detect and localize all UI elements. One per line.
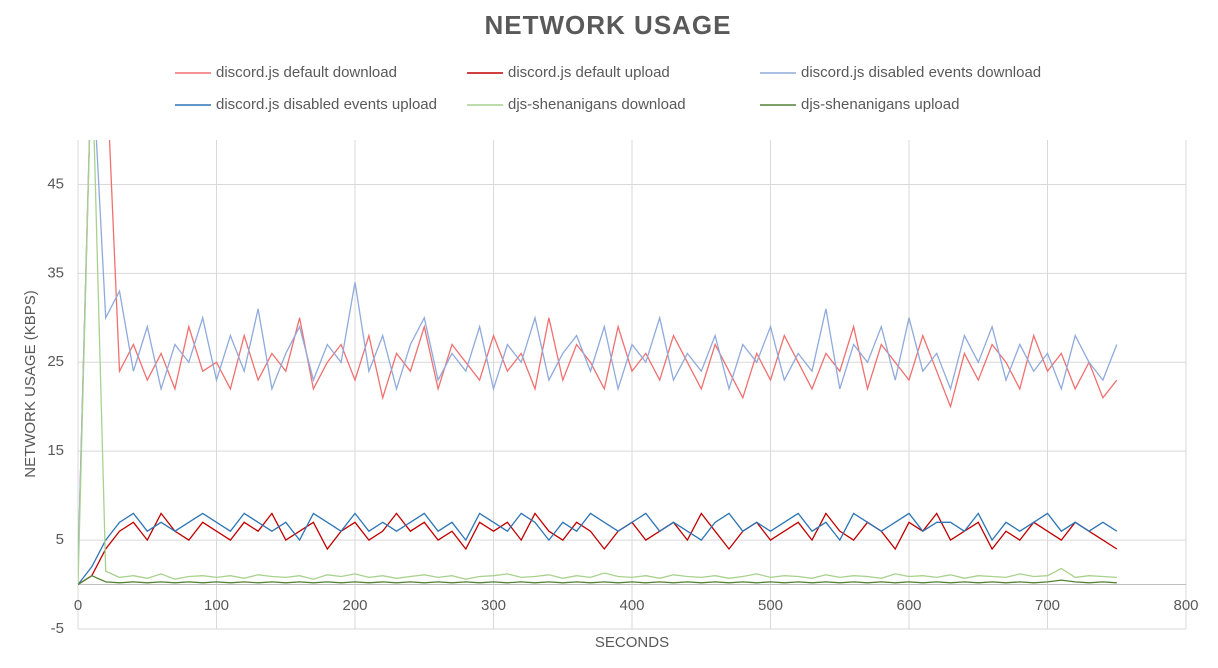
series-line <box>78 140 1118 567</box>
x-tick-label: 700 <box>1035 597 1060 614</box>
x-tick-label: 200 <box>342 597 367 614</box>
y-tick-label: 15 <box>47 442 64 459</box>
series-line <box>78 512 1118 585</box>
x-tick-label: 800 <box>1173 597 1198 614</box>
x-tick-label: 600 <box>896 597 921 614</box>
legend-label: discord.js default upload <box>508 64 670 81</box>
y-tick-label: -5 <box>51 620 64 637</box>
x-tick-label: 0 <box>74 597 82 614</box>
y-tick-label: 5 <box>56 531 64 548</box>
legend-label: discord.js default download <box>216 64 397 81</box>
y-tick-label: 25 <box>47 353 64 370</box>
legend-label: djs-shenanigans upload <box>801 96 959 113</box>
plot-area <box>78 140 1118 586</box>
x-tick-label: 400 <box>619 597 644 614</box>
series-line <box>78 140 1118 567</box>
legend-label: djs-shenanigans download <box>508 96 686 113</box>
legend-label: discord.js disabled events download <box>801 64 1041 81</box>
x-tick-label: 500 <box>758 597 783 614</box>
chart-title: NETWORK USAGE <box>485 10 732 40</box>
series-line <box>78 512 1118 586</box>
series-line <box>78 574 1117 586</box>
x-axis-label: SECONDS <box>595 634 669 651</box>
y-tick-label: 45 <box>47 175 64 192</box>
y-axis-label: NETWORK USAGE (KBPS) <box>22 290 39 478</box>
legend: discord.js default download discord.js de… <box>175 64 1041 113</box>
grid: -5 5 15 25 35 45 0 100 200 300 400 500 600 700 800 <box>47 140 1199 637</box>
x-tick-label: 100 <box>204 597 229 614</box>
legend-label: discord.js disabled events upload <box>216 96 437 113</box>
y-tick-label: 35 <box>47 264 64 281</box>
series-line <box>78 140 1117 585</box>
x-tick-label: 300 <box>481 597 506 614</box>
